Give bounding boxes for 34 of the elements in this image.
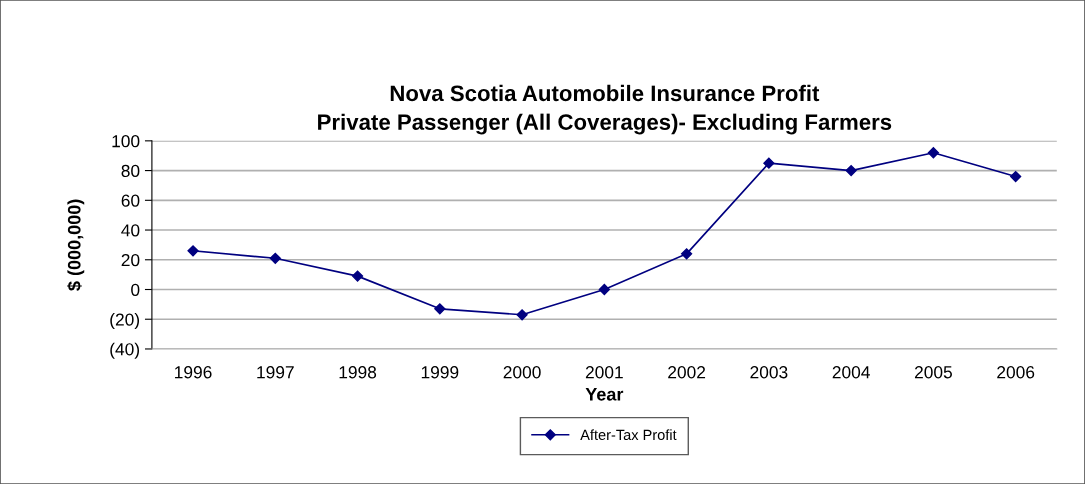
point: [681, 248, 693, 260]
point: [434, 303, 446, 315]
point: [927, 147, 940, 159]
y-tick-label: 20: [121, 253, 140, 267]
y-tick-label: (40): [110, 342, 140, 359]
legend-label: After-Tax Profit: [580, 429, 677, 441]
y-tick-label: 80: [121, 164, 140, 178]
x-tick-label: 1996: [175, 366, 212, 379]
x-tick-label: 1998: [339, 366, 377, 379]
point: [763, 157, 775, 169]
x-tick-label: 2004: [832, 366, 870, 379]
x-tick-label: 1997: [257, 366, 294, 379]
x-tick-label: 2002: [668, 366, 706, 379]
point: [187, 245, 199, 257]
point: [845, 164, 857, 177]
x-axis-title: Year: [585, 388, 624, 401]
point: [516, 309, 528, 321]
y-axis-title: $ (000,000): [67, 199, 85, 291]
y-tick-label: 0: [131, 283, 140, 296]
chart-title: Nova Scotia Automobile Insurance Profit Private Passenger (All Coverages)- Excluding Farmers: [318, 84, 892, 135]
point: [351, 270, 364, 282]
x-tick-label: 2005: [914, 366, 952, 379]
x-tick-label: 2003: [750, 366, 788, 379]
x-tick-label: 2006: [997, 366, 1035, 379]
x-tick-label: 2000: [503, 366, 541, 379]
point: [269, 252, 281, 264]
x-tick-label: 1999: [421, 366, 459, 379]
y-tick-label: 100: [112, 135, 140, 148]
y-tick-label: 40: [121, 224, 140, 237]
point: [598, 283, 610, 296]
point: [1010, 170, 1022, 183]
y-tick-label: 60: [121, 194, 140, 207]
y-tick-label: (20): [110, 312, 140, 330]
x-tick-label: 2001: [585, 366, 623, 379]
